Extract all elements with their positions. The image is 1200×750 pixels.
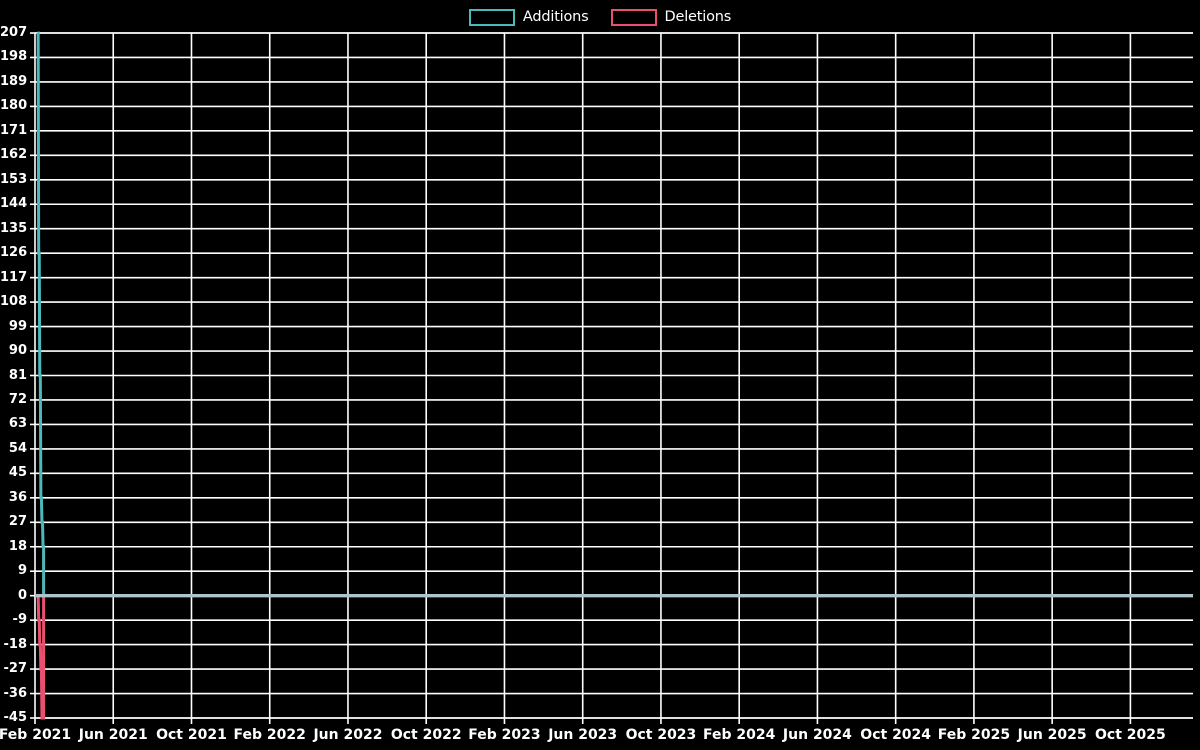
series-line-additions xyxy=(36,31,46,596)
y-tick-label: 144 xyxy=(0,196,28,212)
x-tick-label: Feb 2025 xyxy=(937,727,1011,743)
legend-entry-additions[interactable]: Additions xyxy=(468,8,589,26)
x-tick-label: Jun 2023 xyxy=(548,727,618,743)
series-line-deletions xyxy=(36,594,46,720)
y-tick-label: -9 xyxy=(12,612,27,628)
x-tick-label: Jun 2025 xyxy=(1017,727,1087,743)
x-tick-label: Feb 2024 xyxy=(703,727,776,743)
x-tick-label: Jun 2021 xyxy=(78,727,148,743)
y-tick-label: 63 xyxy=(8,416,27,432)
y-tick-label: -27 xyxy=(3,661,28,677)
x-tick-label: Oct 2022 xyxy=(390,727,462,743)
y-tick-label: 162 xyxy=(0,147,28,163)
y-tick-label: 207 xyxy=(0,25,28,40)
y-tick-label: 45 xyxy=(8,465,27,481)
y-tick-label: 27 xyxy=(8,514,27,530)
y-tick-label: 153 xyxy=(0,171,28,187)
x-tick-label: Feb 2023 xyxy=(468,727,541,743)
legend-swatch-deletions xyxy=(610,8,657,26)
x-tick-label: Oct 2023 xyxy=(625,727,697,743)
y-tick-label: 126 xyxy=(0,245,28,261)
y-tick-label: 117 xyxy=(0,269,28,285)
y-tick-label: -36 xyxy=(3,685,28,701)
y-tick-label: 18 xyxy=(8,538,27,554)
y-tick-label: 72 xyxy=(8,391,27,407)
y-tick-label: 9 xyxy=(17,563,27,579)
chart-legend: Additions Deletions xyxy=(0,0,1200,34)
y-tick-label: 0 xyxy=(17,587,27,603)
y-tick-label: 198 xyxy=(0,49,28,65)
y-tick-label: 36 xyxy=(8,489,27,505)
x-tick-label: Oct 2021 xyxy=(156,727,227,743)
legend-entry-deletions[interactable]: Deletions xyxy=(610,8,732,26)
legend-swatch-additions xyxy=(468,8,515,26)
legend-label-additions: Additions xyxy=(522,9,589,25)
y-tick-label: 108 xyxy=(0,294,28,310)
y-tick-label: 99 xyxy=(8,318,27,334)
y-tick-label: 54 xyxy=(8,440,27,456)
legend-label-deletions: Deletions xyxy=(664,9,732,25)
x-tick-label: Feb 2021 xyxy=(0,727,72,743)
x-tick-label: Feb 2022 xyxy=(233,727,306,743)
x-tick-label: Jun 2024 xyxy=(782,727,852,743)
y-tick-label: 135 xyxy=(0,220,28,236)
y-tick-label: 189 xyxy=(0,73,28,89)
x-tick-label: Oct 2024 xyxy=(860,727,932,743)
y-tick-label: 171 xyxy=(0,122,28,138)
x-tick-label: Oct 2025 xyxy=(1095,727,1166,743)
y-tick-label: 90 xyxy=(8,343,27,359)
y-tick-label: -45 xyxy=(3,710,28,725)
x-tick-label: Jun 2022 xyxy=(313,727,383,743)
y-tick-label: 81 xyxy=(8,367,27,383)
y-tick-label: 180 xyxy=(0,98,28,114)
y-tick-label: -18 xyxy=(3,636,28,652)
